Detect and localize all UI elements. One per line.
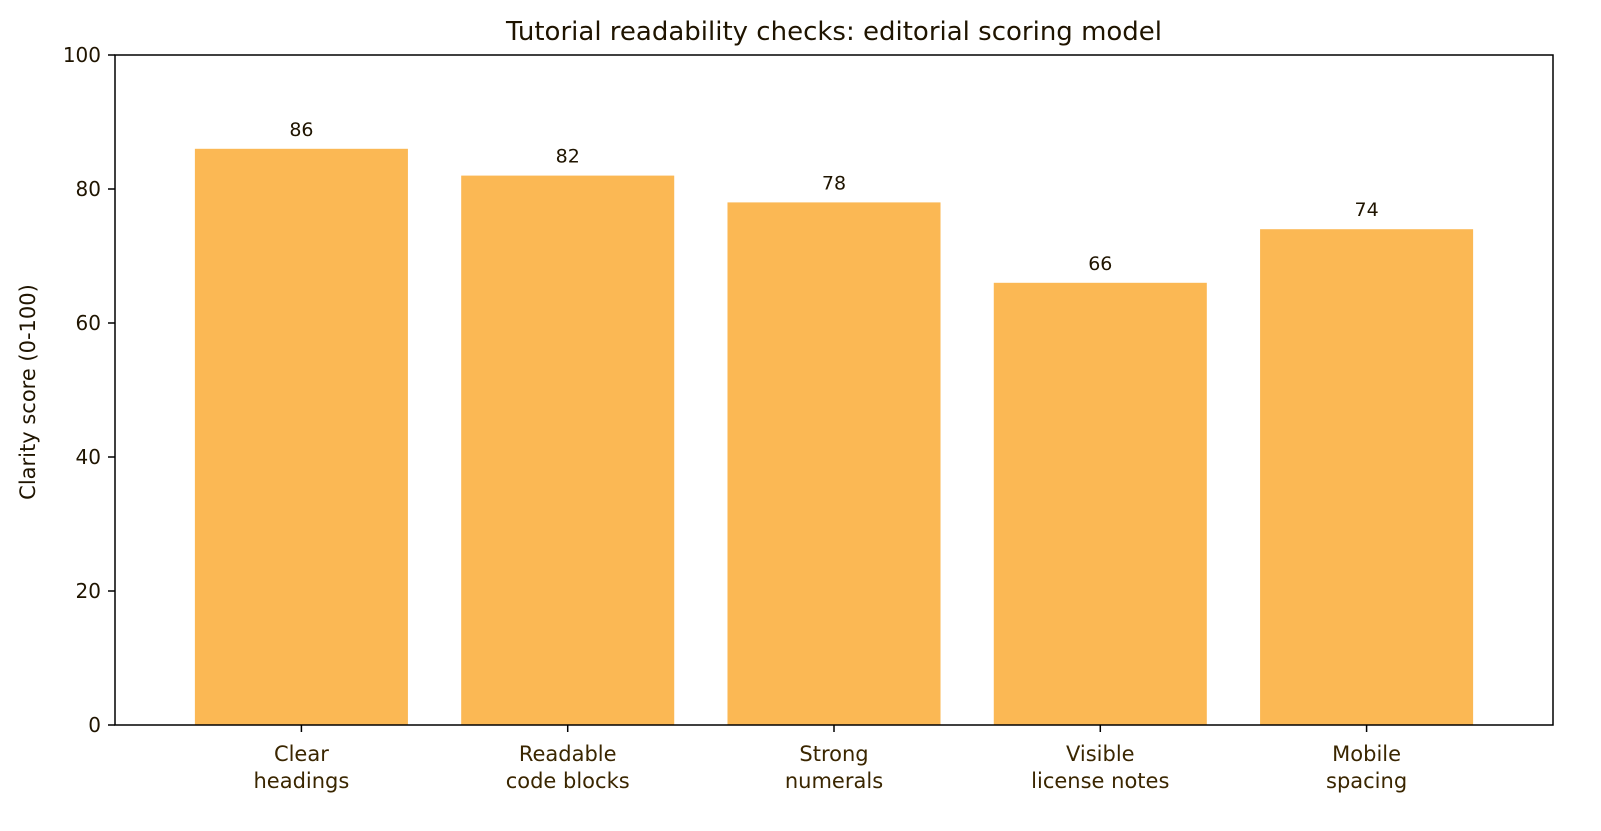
x-tick-label-line: numerals xyxy=(785,769,883,793)
x-tick-label-line: code blocks xyxy=(506,769,630,793)
y-tick-label: 20 xyxy=(76,579,101,603)
y-axis: 0 20 40 60 80 100 xyxy=(63,43,115,737)
bar-value-label: 78 xyxy=(822,172,846,194)
y-axis-label: Clarity score (0-100) xyxy=(16,284,40,500)
bar-value-label: 66 xyxy=(1088,253,1112,275)
x-tick-label: Readable code blocks xyxy=(506,742,630,793)
bar xyxy=(1260,229,1474,725)
bars-layer xyxy=(194,148,1474,726)
bar xyxy=(461,175,675,726)
x-tick-label-line: spacing xyxy=(1326,769,1407,793)
x-axis: Clear headings Readable code blocks Strong nu… xyxy=(253,725,1407,793)
bar-value-label: 82 xyxy=(556,146,580,168)
x-tick-label-line: Clear xyxy=(274,742,329,766)
bar xyxy=(993,282,1207,725)
y-tick-label: 40 xyxy=(76,445,101,469)
x-tick-label-line: Mobile xyxy=(1332,742,1401,766)
x-tick-label-line: headings xyxy=(253,769,349,793)
x-tick-label: Strong numerals xyxy=(785,742,883,793)
x-tick-label-line: license notes xyxy=(1031,769,1169,793)
y-tick-label: 60 xyxy=(76,311,101,335)
x-tick-label-line: Strong xyxy=(799,742,868,766)
bar xyxy=(194,148,408,726)
x-tick-label-line: Readable xyxy=(519,742,617,766)
y-tick-label: 80 xyxy=(76,177,101,201)
bar-value-labels: 86 82 78 66 74 xyxy=(289,119,1378,275)
bar xyxy=(727,202,941,725)
y-tick-label: 0 xyxy=(88,713,101,737)
x-tick-label: Mobile spacing xyxy=(1326,742,1407,793)
bar-value-label: 74 xyxy=(1354,199,1378,221)
chart-title: Tutorial readability checks: editorial s… xyxy=(505,17,1162,47)
y-tick-label: 100 xyxy=(63,43,101,67)
x-tick-label-line: Visible xyxy=(1066,742,1135,766)
x-tick-label: Clear headings xyxy=(253,742,349,793)
x-tick-label: Visible license notes xyxy=(1031,742,1169,793)
plot-area-frame xyxy=(114,54,1554,726)
bar-value-label: 86 xyxy=(289,119,313,141)
